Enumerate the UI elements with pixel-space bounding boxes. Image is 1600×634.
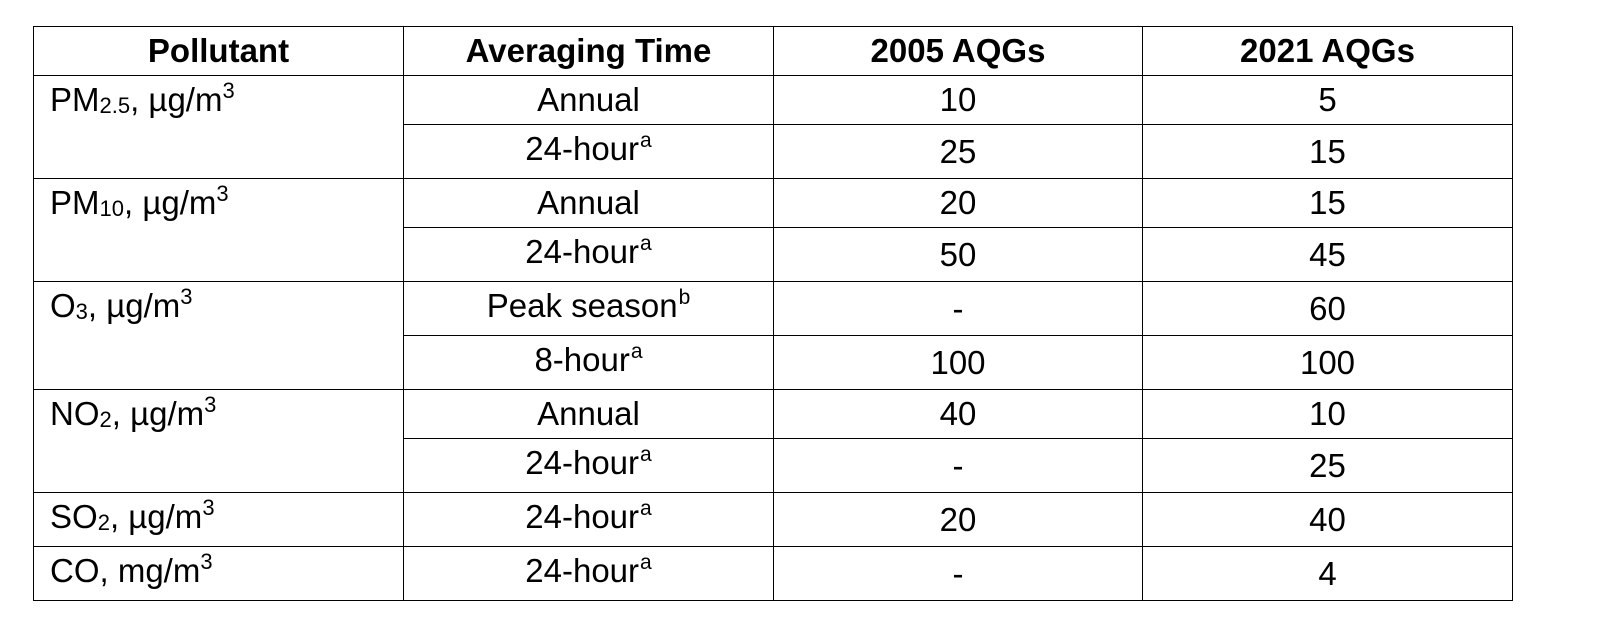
averaging-time-cell: 24-houra xyxy=(403,227,774,282)
table-row: SO2, µg/m3 24-houra 20 40 xyxy=(33,492,1513,547)
aqg-2005-cell: 25 xyxy=(773,124,1143,179)
pollutant-subscript: 2.5 xyxy=(99,93,131,118)
averaging-time-cell: 8-houra xyxy=(403,335,774,390)
pollutant-cell: PM2.5, µg/m3 xyxy=(33,75,404,179)
aqg-2021-cell: 40 xyxy=(1142,492,1513,547)
pollutant-unit: , µg/m xyxy=(123,184,217,221)
pollutant-unit: , µg/m xyxy=(111,395,205,432)
averaging-time-cell: Annual xyxy=(403,75,774,125)
footnote-marker: a xyxy=(640,443,652,466)
unit-superscript: 3 xyxy=(216,181,229,206)
pollutant-cell: CO, mg/m3 xyxy=(33,546,404,601)
pollutant-unit: , µg/m xyxy=(109,498,203,535)
table-row: NO2, µg/m3 Annual 40 10 xyxy=(33,389,1513,493)
aqg-2005-cell: 40 xyxy=(773,389,1143,439)
pollutant-unit: , µg/m xyxy=(130,81,223,118)
header-2021-aqgs: 2021 AQGs xyxy=(1142,26,1513,76)
footnote-marker: b xyxy=(678,286,691,309)
aqg-2021-cell: 25 xyxy=(1142,438,1513,493)
averaging-time-cell: 24-houra xyxy=(403,492,774,547)
aqg-2005-cell: 20 xyxy=(773,492,1143,547)
pollutant-cell: PM10, µg/m3 xyxy=(33,178,404,282)
aqg-table: Pollutant Averaging Time 2005 AQGs 2021 … xyxy=(33,26,1513,601)
averaging-time-label: 24-hour xyxy=(525,552,640,589)
averaging-time-cell: 24-houra xyxy=(403,546,774,601)
pollutant-subscript: 3 xyxy=(75,299,88,324)
aqg-2021-cell: 5 xyxy=(1142,75,1513,125)
averaging-time-label: Annual xyxy=(537,81,640,118)
footnote-marker: a xyxy=(630,340,643,363)
pollutant-name: NO xyxy=(50,395,100,432)
pollutant-name: CO xyxy=(50,552,100,589)
pollutant-unit: , mg/m xyxy=(99,552,201,589)
pollutant-name: PM xyxy=(50,184,100,221)
aqg-2021-cell: 15 xyxy=(1142,178,1513,228)
aqg-2005-cell: - xyxy=(773,546,1143,601)
aqg-2005-cell: 20 xyxy=(773,178,1143,228)
averaging-time-label: Annual xyxy=(537,184,640,221)
averaging-time-label: Annual xyxy=(537,395,640,432)
pollutant-name: O xyxy=(50,287,76,324)
header-row: Pollutant Averaging Time 2005 AQGs 2021 … xyxy=(33,26,1513,76)
averaging-time-label: Peak season xyxy=(486,287,678,324)
pollutant-name: SO xyxy=(50,498,98,535)
table-row: PM10, µg/m3 Annual 20 15 xyxy=(33,178,1513,282)
pollutant-subscript: 10 xyxy=(99,196,124,221)
aqg-2005-cell: - xyxy=(773,281,1143,336)
aqg-2021-cell: 45 xyxy=(1142,227,1513,282)
table-body: PM2.5, µg/m3 Annual 10 5 24-houra 25 15 PM10, µ… xyxy=(33,75,1513,601)
table-header: Pollutant Averaging Time 2005 AQGs 2021 … xyxy=(33,26,1513,76)
unit-superscript: 3 xyxy=(180,284,193,309)
averaging-time-label: 8-hour xyxy=(534,341,630,378)
aqg-2005-cell: 50 xyxy=(773,227,1143,282)
pollutant-unit: , µg/m xyxy=(87,287,181,324)
unit-superscript: 3 xyxy=(202,495,215,520)
footnote-marker: a xyxy=(640,232,652,255)
pollutant-cell: NO2, µg/m3 xyxy=(33,389,404,493)
averaging-time-cell: Peak seasonb xyxy=(403,281,774,336)
header-averaging-time: Averaging Time xyxy=(403,26,774,76)
table-row: PM2.5, µg/m3 Annual 10 5 xyxy=(33,75,1513,179)
aqg-2021-cell: 60 xyxy=(1142,281,1513,336)
pollutant-name: PM xyxy=(50,81,100,118)
averaging-time-cell: Annual xyxy=(403,389,774,439)
pollutant-subscript: 2 xyxy=(99,407,112,432)
unit-superscript: 3 xyxy=(200,549,213,574)
averaging-time-label: 24-hour xyxy=(525,130,640,167)
table-row: O3, µg/m3 Peak seasonb -60 xyxy=(33,281,1513,390)
averaging-time-cell: 24-houra xyxy=(403,124,774,179)
averaging-time-label: 24-hour xyxy=(525,444,640,481)
pollutant-cell: SO2, µg/m3 xyxy=(33,492,404,547)
aqg-2005-cell: 100 xyxy=(773,335,1143,390)
averaging-time-cell: Annual xyxy=(403,178,774,228)
averaging-time-label: 24-hour xyxy=(525,498,640,535)
pollutant-cell: O3, µg/m3 xyxy=(33,281,404,390)
pollutant-subscript: 2 xyxy=(97,510,110,535)
unit-superscript: 3 xyxy=(222,78,235,103)
footnote-marker: a xyxy=(640,497,652,520)
averaging-time-label: 24-hour xyxy=(525,233,640,270)
footnote-marker: a xyxy=(640,129,652,152)
aqg-2005-cell: 10 xyxy=(773,75,1143,125)
table-row: 24-houra 25 15 xyxy=(34,124,1513,179)
aqg-2021-cell: 10 xyxy=(1142,389,1513,439)
averaging-time-cell: 24-houra xyxy=(403,438,774,493)
table-row: 24-houra -25 xyxy=(34,438,1513,493)
aqg-2005-cell: - xyxy=(773,438,1143,493)
unit-superscript: 3 xyxy=(204,392,217,417)
table-row: 24-houra 50 45 xyxy=(34,227,1513,282)
aqg-2021-cell: 15 xyxy=(1142,124,1513,179)
header-2005-aqgs: 2005 AQGs xyxy=(773,26,1143,76)
aqg-2021-cell: 100 xyxy=(1142,335,1513,390)
header-pollutant: Pollutant xyxy=(33,26,404,76)
table-row: CO, mg/m3 24-houra -4 xyxy=(33,546,1513,601)
table-row: 8-houra 100 100 xyxy=(34,335,1513,390)
footnote-marker: a xyxy=(640,551,652,574)
aqg-2021-cell: 4 xyxy=(1142,546,1513,601)
